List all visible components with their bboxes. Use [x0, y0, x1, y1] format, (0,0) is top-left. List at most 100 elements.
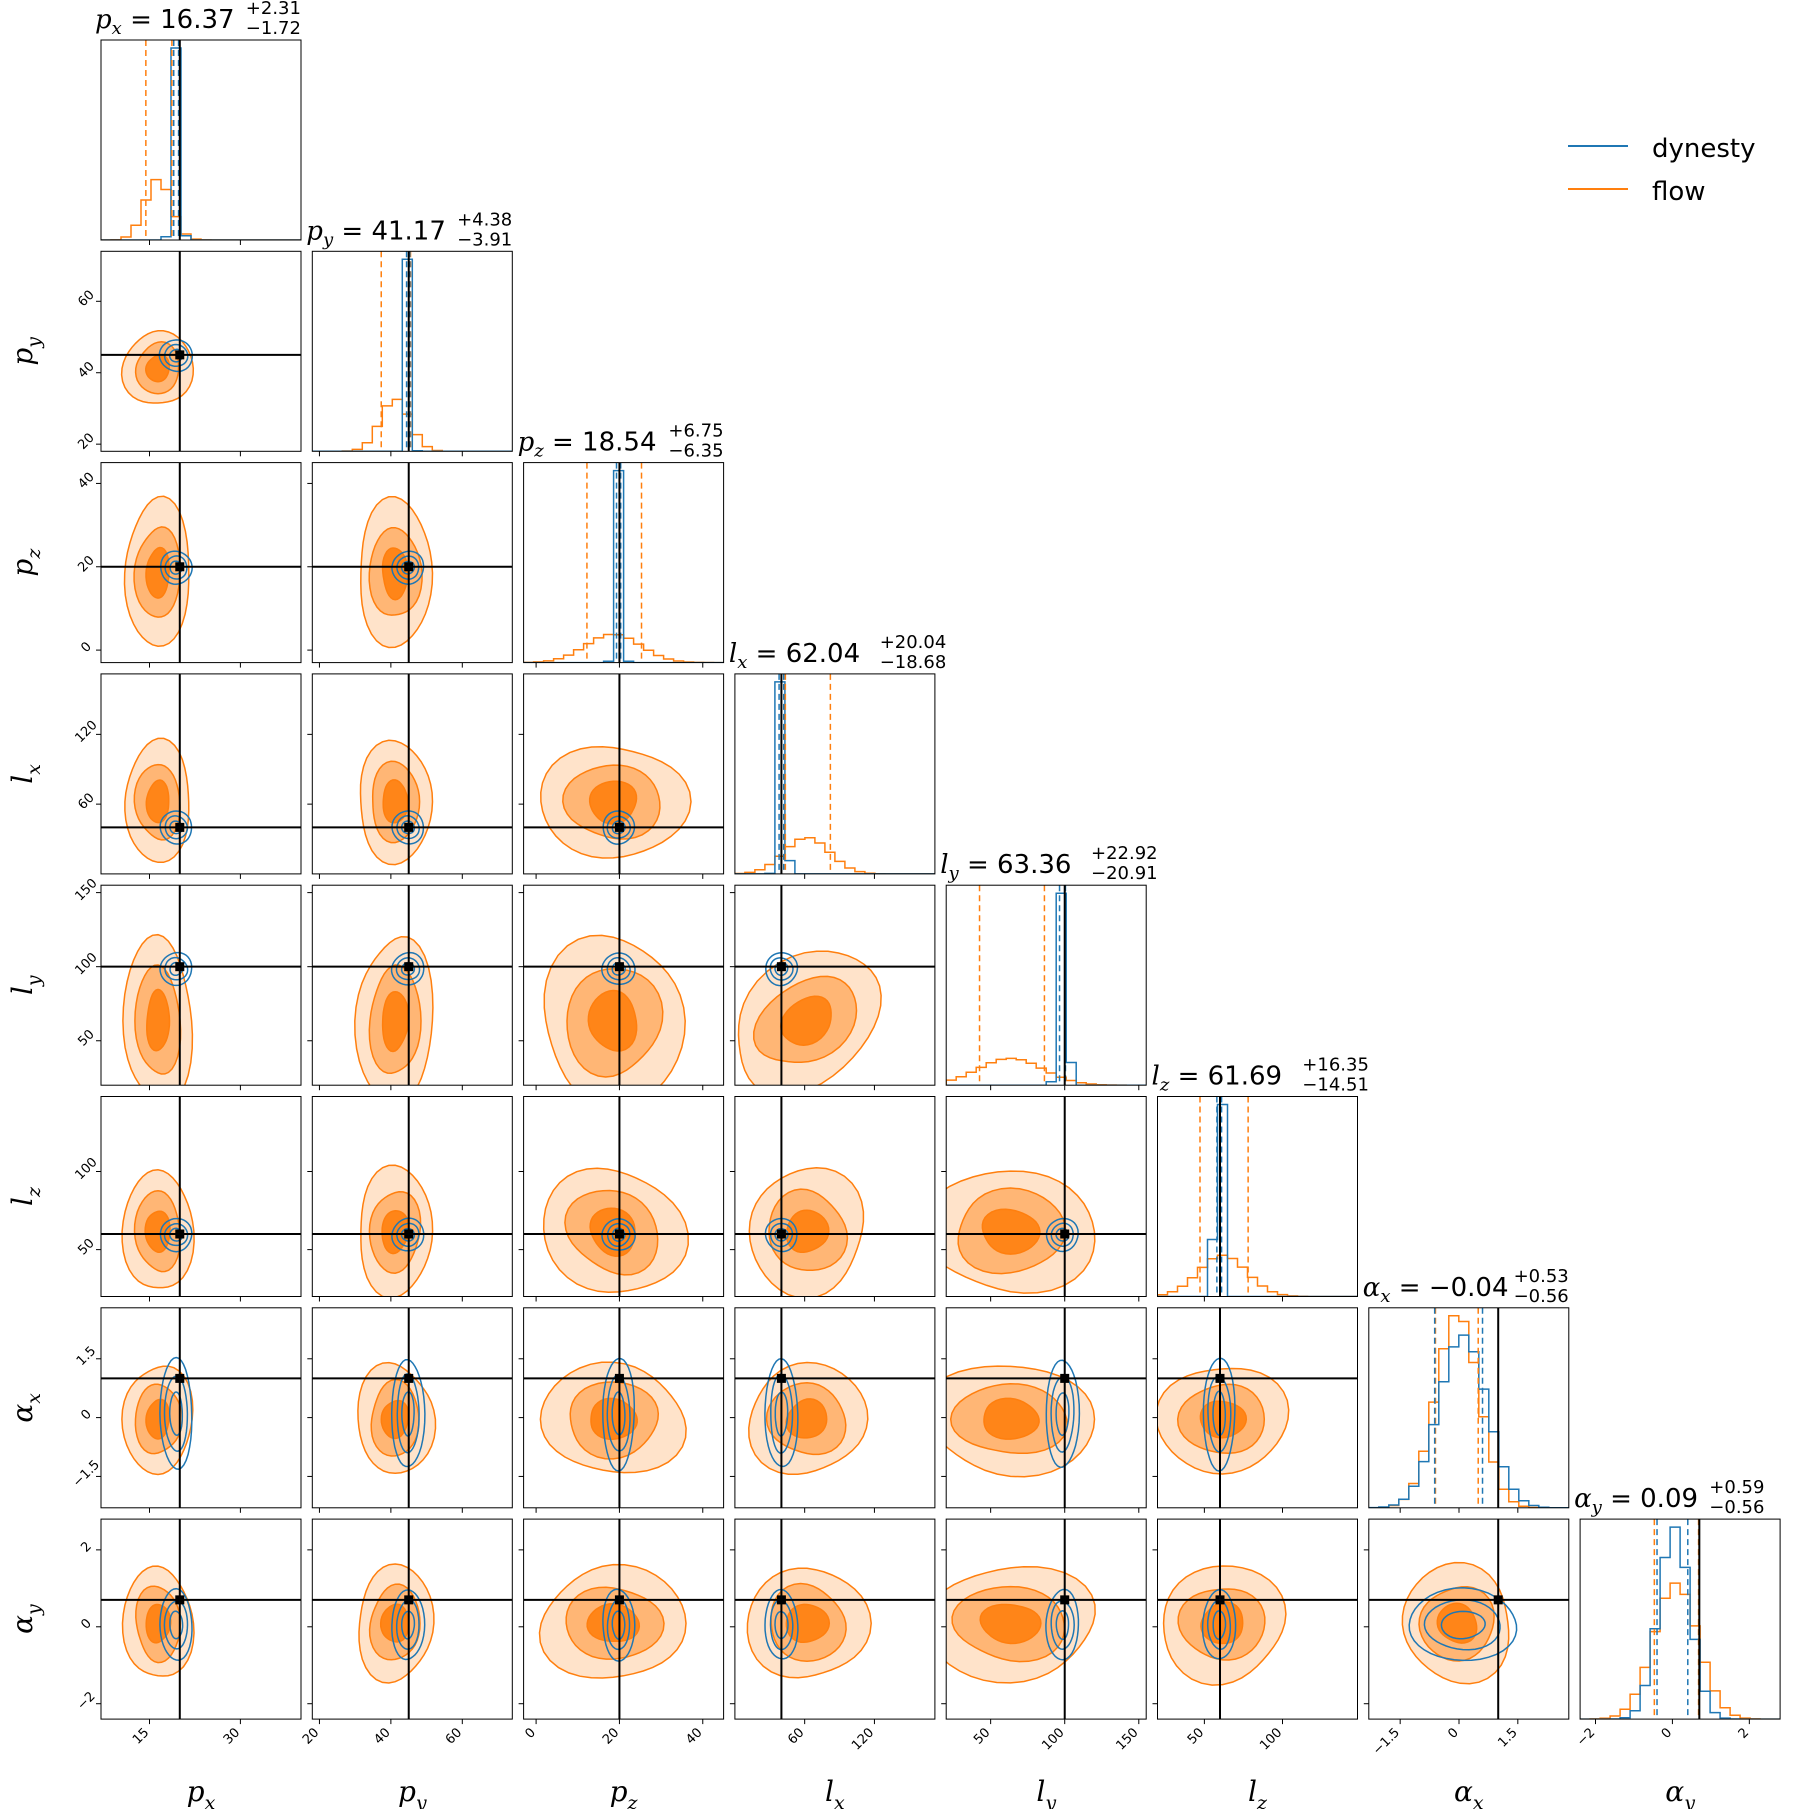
contour-dynesty-pz-ly — [601, 952, 636, 986]
histogram-py — [312, 251, 513, 452]
x-tick-label-lz: 100 — [1257, 1725, 1285, 1753]
panel-frame — [1579, 1518, 1781, 1720]
histogram-px — [101, 40, 301, 240]
x-axis-subscript-ax: x — [1473, 1792, 1484, 1809]
hist-flow-px — [101, 178, 301, 240]
contour-dynesty-pz-ay — [611, 1610, 626, 1640]
title-err-plus-lz: +16.35 — [1302, 1055, 1369, 1076]
histogram-pz — [523, 462, 724, 663]
contour-dynesty-lx-ly — [765, 952, 799, 987]
contour-dynesty-lz-ay — [1212, 1610, 1227, 1640]
panel-frame — [100, 884, 302, 1086]
panel-frame — [945, 1096, 1147, 1297]
pair-lx-ay — [734, 1519, 935, 1720]
pair-py-lz — [312, 1096, 513, 1297]
contour-flow-ax-ay — [1436, 1602, 1478, 1644]
truth-marker-py-ay — [404, 1595, 414, 1605]
contour-flow-px-lz — [144, 1210, 171, 1254]
title-err-minus-lx: −18.68 — [880, 652, 947, 673]
contour-flow-pz-ly — [587, 989, 638, 1052]
contour-dynesty-py-ax — [401, 1391, 415, 1437]
truth-marker-ly-ay — [1060, 1595, 1070, 1605]
hist-dynesty-ly — [946, 892, 1147, 1086]
x-tick-label-ay: 0 — [1659, 1725, 1675, 1741]
panel-frame — [734, 1518, 936, 1720]
y-axis-label-pz: pz — [6, 548, 45, 577]
contour-flow-px-lx — [145, 779, 170, 824]
x-axis-label-ax: αx — [1454, 1775, 1484, 1809]
pair-py-lx — [312, 673, 513, 874]
y-axis-label-ay: αy — [6, 1604, 45, 1634]
truth-marker-lx-ay — [776, 1595, 786, 1605]
contour-dynesty-lz-ax — [1212, 1390, 1227, 1437]
contour-dynesty-lz-ax — [1202, 1357, 1236, 1472]
x-axis-symbol-ax: α — [1454, 1775, 1473, 1808]
contour-dynesty-ax-ay — [1423, 1599, 1501, 1651]
panel-frame — [945, 884, 1147, 1086]
panel-frame — [311, 673, 513, 875]
truth-marker-px-ay — [175, 1595, 185, 1605]
pair-lx-ly — [734, 885, 935, 1086]
y-axis-symbol-lx: l — [6, 775, 39, 784]
contour-dynesty-lx-ax — [774, 1391, 789, 1437]
x-axis-label-px: px — [187, 1775, 216, 1809]
panel-frame — [523, 1307, 725, 1509]
panel-frame — [311, 884, 513, 1086]
truth-marker-px-ly — [175, 962, 185, 972]
contour-dynesty-pz-ly — [606, 956, 631, 981]
y-tick-label-py: 40 — [75, 359, 97, 381]
title-err-minus-px: −1.72 — [246, 18, 301, 39]
panel-frame — [100, 462, 302, 664]
x-axis-subscript-lx: x — [834, 1792, 845, 1809]
title-err-plus-ly: +22.92 — [1091, 843, 1158, 864]
y-tick-label-ay: 0 — [78, 1616, 94, 1632]
pair-py-ax — [312, 1307, 513, 1508]
contour-flow-lx-ly — [779, 995, 832, 1046]
title-ly: ly = 63.36 — [940, 850, 1071, 884]
panel-frame — [523, 884, 725, 1086]
y-tick-label-lz: 50 — [75, 1236, 97, 1258]
title-subscript-ax: x — [1380, 1286, 1390, 1307]
contour-dynesty-lx-ay — [764, 1588, 799, 1660]
truth-marker-py-ly — [404, 962, 414, 972]
x-axis-subscript-lz: z — [1256, 1792, 1268, 1809]
truth-marker-pz-ax — [614, 1373, 624, 1383]
title-err-minus-ly: −20.91 — [1091, 863, 1158, 884]
title-symbol-pz: p — [518, 428, 535, 458]
title-symbol-px: p — [95, 5, 112, 35]
histogram-lx — [734, 673, 935, 874]
y-tick-label-ay: −2 — [74, 1689, 98, 1713]
truth-marker-lz-ax — [1215, 1373, 1225, 1383]
hist-dynesty-px — [101, 47, 301, 240]
x-tick-label-lx: 60 — [785, 1725, 807, 1747]
y-axis-label-ly: ly — [6, 975, 45, 995]
title-value-ax: = −0.04 — [1391, 1273, 1509, 1303]
x-axis-symbol-px: p — [187, 1775, 205, 1808]
truth-marker-py-ax — [404, 1373, 414, 1383]
title-value-lx: = 62.04 — [747, 639, 860, 669]
panel-frame — [100, 1307, 302, 1509]
truth-marker-px-lx — [175, 822, 185, 832]
contour-dynesty-lz-ay — [1201, 1588, 1237, 1660]
pair-ax-ay — [1368, 1519, 1569, 1720]
panel-frame — [523, 673, 725, 875]
panel-frame — [1368, 1307, 1570, 1509]
panel-frame — [311, 1096, 513, 1297]
title-err-plus-lx: +20.04 — [880, 632, 947, 653]
title-symbol-ly: l — [940, 850, 948, 880]
title-symbol-lz: l — [1152, 1062, 1160, 1092]
pair-px-ay — [101, 1519, 301, 1720]
pair-px-lz — [101, 1096, 301, 1297]
y-axis-subscript-ly: y — [23, 975, 45, 987]
pair-py-ay — [312, 1519, 513, 1720]
title-px: px = 16.37 — [95, 5, 235, 39]
contour-flow-py-pz — [381, 547, 409, 601]
y-tick-label-ly: 150 — [72, 876, 100, 904]
panel-frame — [1157, 1307, 1358, 1509]
pair-pz-ly — [523, 885, 724, 1086]
panel-frame — [523, 1096, 725, 1297]
panel-frame — [734, 1307, 936, 1509]
y-tick-label-pz: 20 — [75, 553, 97, 575]
panel-frame — [1157, 1518, 1358, 1720]
hist-flow-lz — [1157, 1254, 1358, 1297]
